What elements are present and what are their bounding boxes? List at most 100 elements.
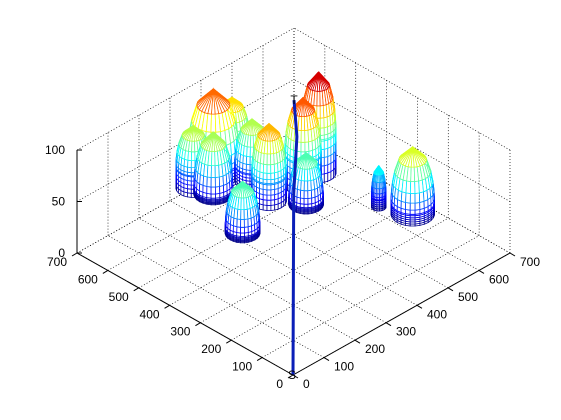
dome-cell <box>266 179 272 184</box>
dome-cell <box>405 202 411 211</box>
y-tick-label: 400 <box>140 307 160 321</box>
y-tick-label: 500 <box>109 290 129 304</box>
y-tick-mark <box>226 339 232 344</box>
dome-cell <box>405 180 412 194</box>
dome-cell <box>262 172 268 181</box>
dome-cell <box>305 152 316 161</box>
dome-cell <box>213 88 228 101</box>
floor-gridline-y <box>231 217 449 341</box>
y-tick-mark <box>287 374 294 379</box>
dome-cell <box>210 177 216 188</box>
y-tick-label: 300 <box>170 325 190 339</box>
y-tick-mark <box>256 357 263 362</box>
floor-gridline-x <box>169 200 387 324</box>
x-tick-mark <box>292 374 299 379</box>
x-tick-label: 600 <box>489 272 509 286</box>
x-tick-mark <box>478 269 485 274</box>
x-tick-label: 500 <box>458 290 478 304</box>
dome-cell <box>245 155 251 166</box>
dome-cell <box>262 199 268 206</box>
x-tick-mark <box>354 339 361 344</box>
dome-cell <box>266 204 272 211</box>
dome-cell <box>323 164 329 175</box>
y-tick-label: 200 <box>201 342 221 356</box>
dome-cell <box>409 202 416 211</box>
dome-cell <box>270 199 276 206</box>
dome-cell <box>303 203 309 209</box>
dome-cell <box>187 166 192 174</box>
dome <box>193 131 234 206</box>
dome-cell <box>190 160 196 169</box>
dome-cell <box>316 105 321 119</box>
x-tick-mark <box>447 287 454 292</box>
dome-cell <box>299 197 305 205</box>
x-tick-label: 700 <box>520 255 540 269</box>
x-tick-mark <box>385 322 392 327</box>
dome-cell <box>210 165 216 178</box>
z-tick-label: 100 <box>45 143 65 157</box>
path-start-label: S <box>288 368 296 382</box>
y-tick-mark <box>71 252 78 257</box>
dome-cell <box>262 163 268 174</box>
dome-cell <box>303 198 309 205</box>
dome-cell <box>262 188 268 196</box>
path-end-label: T <box>290 93 298 107</box>
dome-cell <box>231 96 242 104</box>
dome-cell <box>414 192 421 204</box>
dome-cell <box>270 194 276 201</box>
y-tick-mark <box>102 269 109 274</box>
dome-cell <box>206 186 212 195</box>
dome-cell <box>299 189 305 199</box>
y-tick-label: 0 <box>276 377 283 391</box>
dome-cell <box>213 131 225 142</box>
dome-cell <box>206 176 212 188</box>
x-axis-line <box>292 252 511 376</box>
dome-cell <box>266 194 272 201</box>
dome-cell <box>240 226 245 234</box>
z-tick-label: 50 <box>52 195 66 209</box>
x-tick-mark <box>323 357 330 362</box>
y-tick-mark <box>195 322 201 327</box>
dome-cell <box>240 218 245 228</box>
x-tick-label: 100 <box>334 360 354 374</box>
dome-cell <box>307 197 313 205</box>
dome-cell <box>210 186 216 195</box>
dome-cell <box>414 202 421 211</box>
dome-cell <box>405 192 411 204</box>
dome-cell <box>323 155 329 167</box>
floor-gridline-x <box>107 235 325 358</box>
side-wall-gridline-horizontal <box>76 27 295 151</box>
dome-cell <box>409 181 416 194</box>
dome <box>251 123 287 211</box>
floor-gridline-y <box>200 200 418 324</box>
dome-cell <box>214 186 221 195</box>
dome-cell <box>236 218 242 228</box>
dome <box>370 165 387 212</box>
dome-cell <box>303 190 309 199</box>
dome-cell <box>262 183 268 191</box>
dome <box>390 145 435 227</box>
y-tick-mark <box>133 287 139 292</box>
dome-cell <box>300 141 306 153</box>
dome-cell <box>243 226 249 234</box>
dome-cell <box>251 118 262 127</box>
y-tick-label: 100 <box>232 360 252 374</box>
floor-gridline-y <box>261 235 480 358</box>
z-tick-label: 0 <box>58 246 65 260</box>
dome-cell <box>245 163 251 171</box>
dome-cell <box>318 71 329 83</box>
dome-cell <box>266 164 272 174</box>
y-tick-label: 600 <box>78 272 98 286</box>
x-tick-label: 400 <box>427 307 447 321</box>
x-tick-mark <box>509 252 516 257</box>
y-tick-mark <box>164 304 170 309</box>
dome-cell <box>266 199 272 206</box>
x-tick-label: 200 <box>365 342 385 356</box>
dome-cell <box>303 180 309 192</box>
x-tick-label: 300 <box>396 325 416 339</box>
dome-cell <box>323 139 329 150</box>
dome-cell <box>270 204 276 211</box>
dome-cell <box>323 147 329 158</box>
dome-cell <box>187 159 192 169</box>
